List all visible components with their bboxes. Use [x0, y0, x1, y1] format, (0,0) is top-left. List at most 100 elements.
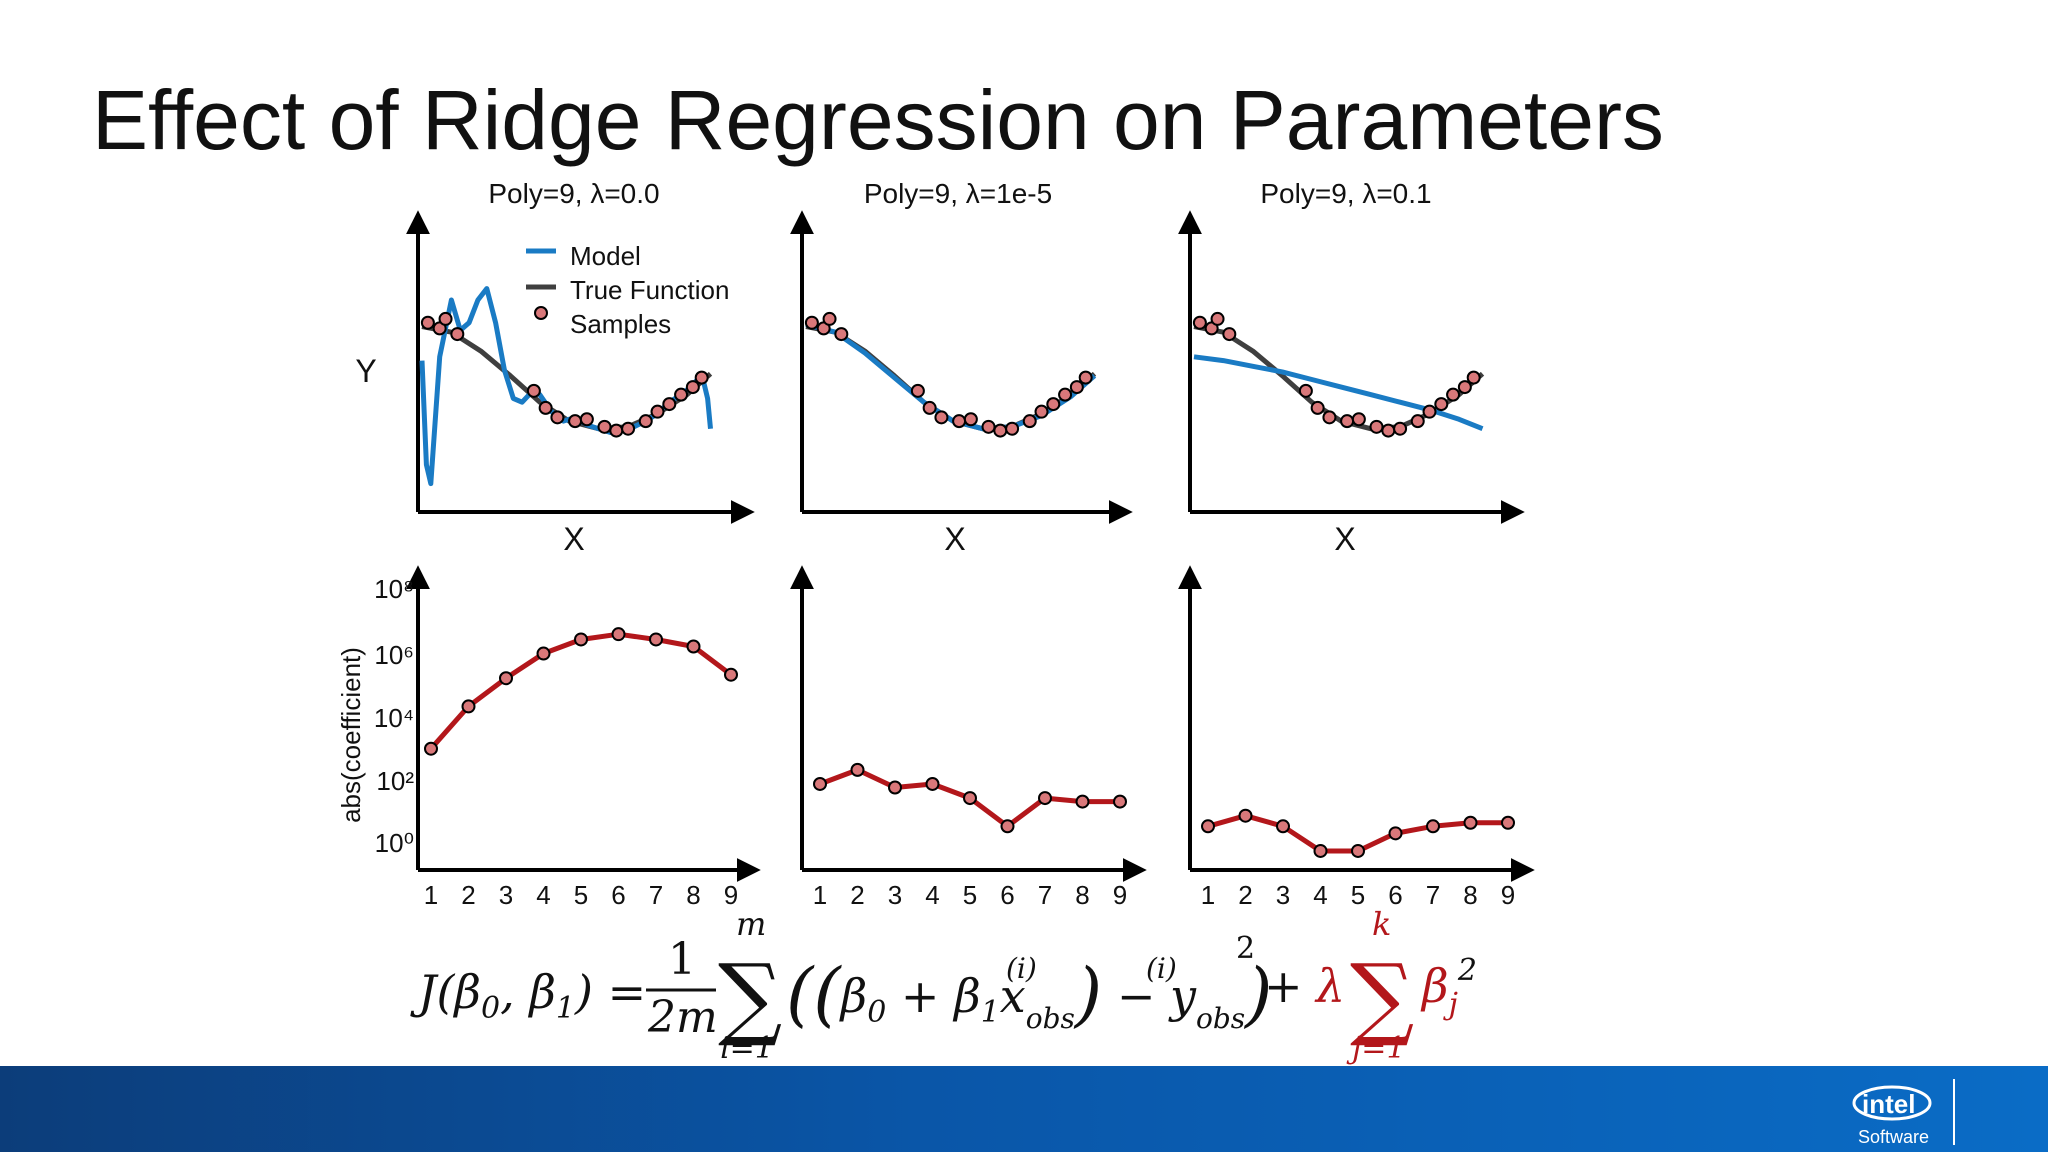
- coef-point-2-4: [925, 776, 940, 791]
- coef-x-tick-3-8: 8: [1463, 880, 1477, 910]
- coef-x-tick-2-6: 6: [1000, 880, 1014, 910]
- sample-point-1-5: [526, 383, 541, 398]
- chart-title-1: Poly=9, λ=0.0: [488, 178, 659, 209]
- sample-point-3-5: [1298, 383, 1313, 398]
- sample-point-3-6: [1310, 400, 1325, 415]
- sample-point-1-14: [650, 404, 665, 419]
- penalty-beta: βj2: [1420, 953, 1477, 1022]
- sample-point-2-3: [822, 311, 837, 326]
- coef-point-1-1: [424, 741, 438, 756]
- coef-point-2-6: [1000, 819, 1015, 834]
- sample-point-2-13: [1022, 414, 1037, 429]
- model-line-3: [1193, 354, 1484, 432]
- coef-x-tick-1-2: 2: [461, 880, 475, 910]
- coef-x-tick-1-5: 5: [574, 880, 588, 910]
- coef-point-1-5: [574, 632, 588, 647]
- sample-point-2-7: [934, 410, 949, 425]
- sample-point-3-14: [1422, 404, 1437, 419]
- coef-point-2-1: [813, 776, 827, 791]
- coef-x-tick-2-3: 3: [888, 880, 902, 910]
- coef-x-tick-2-5: 5: [963, 880, 977, 910]
- coef-y-tick-4: 10⁶: [374, 640, 414, 670]
- legend-true-function-label: True Function: [570, 275, 729, 305]
- sample-point-3-1: [1192, 315, 1207, 330]
- chart-title-3: Poly=9, λ=0.1: [1260, 178, 1431, 209]
- coef-point-3-2: [1238, 808, 1253, 823]
- coef-point-2-3: [888, 780, 902, 795]
- coef-point-2-8: [1075, 794, 1090, 809]
- coef-point-2-7: [1038, 791, 1052, 806]
- coef-point-3-3: [1276, 819, 1290, 834]
- coef-x-tick-3-5: 5: [1351, 880, 1365, 910]
- sample-point-1-18: [694, 370, 709, 385]
- intel-logo: intel Software: [1852, 1079, 1955, 1147]
- superscript-i-1: (i): [1006, 952, 1037, 985]
- sample-point-2-9: [963, 412, 978, 427]
- x-label-2: X: [944, 521, 965, 557]
- coef-point-1-8: [686, 639, 701, 654]
- coef-x-tick-3-1: 1: [1201, 880, 1215, 910]
- coef-point-1-2: [461, 699, 476, 714]
- coef-x-tick-3-9: 9: [1501, 880, 1515, 910]
- coef-point-3-8: [1463, 815, 1478, 830]
- y-label-1: Y: [355, 353, 376, 389]
- superscript-i-2: (i): [1146, 952, 1177, 985]
- sample-point-1-3: [438, 311, 453, 326]
- coef-x-tick-2-1: 1: [813, 880, 827, 910]
- sample-point-1-16: [674, 387, 689, 402]
- coef-x-tick-1-1: 1: [424, 880, 438, 910]
- formula-body: ((β0 + β1xobs) − yobs): [786, 953, 1272, 1035]
- coef-y-label: abs(coefficient): [336, 647, 366, 823]
- coef-x-tick-1-9: 9: [724, 880, 738, 910]
- sample-point-2-6: [922, 400, 937, 415]
- coef-point-3-9: [1501, 815, 1515, 830]
- sum-lower-j: j=1: [1346, 1031, 1406, 1066]
- sample-point-1-7: [550, 410, 565, 425]
- coef-point-1-3: [499, 671, 513, 686]
- sample-point-3-4: [1222, 327, 1237, 342]
- sum-upper-k: k: [1372, 905, 1391, 943]
- coef-point-1-7: [649, 632, 663, 647]
- footer-bar: [0, 1066, 2048, 1152]
- sample-point-2-5: [910, 383, 925, 398]
- coef-y-tick-2: 10²: [376, 766, 414, 796]
- sample-point-2-4: [834, 327, 849, 342]
- coef-x-tick-2-8: 8: [1075, 880, 1089, 910]
- coef-x-tick-1-3: 3: [499, 880, 513, 910]
- coef-x-tick-1-6: 6: [611, 880, 625, 910]
- coef-point-3-7: [1426, 819, 1440, 834]
- slide-title: Effect of Ridge Regression on Parameters: [92, 73, 1664, 167]
- legend-samples-label: Samples: [570, 309, 671, 339]
- sample-point-1-6: [538, 400, 553, 415]
- logo-swoosh: [1852, 1085, 1932, 1121]
- sample-point-3-12: [1393, 421, 1408, 436]
- coef-y-tick-5: 10⁸: [374, 574, 414, 604]
- coef-point-1-9: [724, 667, 738, 682]
- sample-point-2-12: [1005, 421, 1020, 436]
- formula-denominator: 2m: [647, 992, 718, 1043]
- x-label-1: X: [563, 521, 584, 557]
- sample-point-1-9: [579, 412, 594, 427]
- sample-point-3-13: [1410, 414, 1425, 429]
- coef-x-tick-1-4: 4: [536, 880, 550, 910]
- square-exponent: 2: [1236, 931, 1255, 966]
- formula-plus: +: [1264, 959, 1303, 1013]
- legend-samples-swatch: [534, 306, 548, 320]
- penalty-lambda: λ: [1314, 959, 1345, 1013]
- sample-point-1-4: [450, 327, 465, 342]
- sample-point-2-17: [1069, 380, 1084, 395]
- coef-x-tick-1-7: 7: [649, 880, 663, 910]
- sample-point-3-16: [1446, 387, 1461, 402]
- coef-point-3-6: [1388, 826, 1403, 841]
- sum-symbol-2: ∑: [1350, 945, 1414, 1050]
- coef-point-2-2: [850, 762, 865, 777]
- sample-point-2-15: [1046, 397, 1061, 412]
- coef-x-tick-2-7: 7: [1038, 880, 1052, 910]
- legend-model-label: Model: [570, 241, 641, 271]
- sample-point-2-16: [1058, 387, 1073, 402]
- formula-numerator: 1: [668, 934, 696, 985]
- sample-point-2-14: [1034, 404, 1049, 419]
- sample-point-1-13: [638, 414, 653, 429]
